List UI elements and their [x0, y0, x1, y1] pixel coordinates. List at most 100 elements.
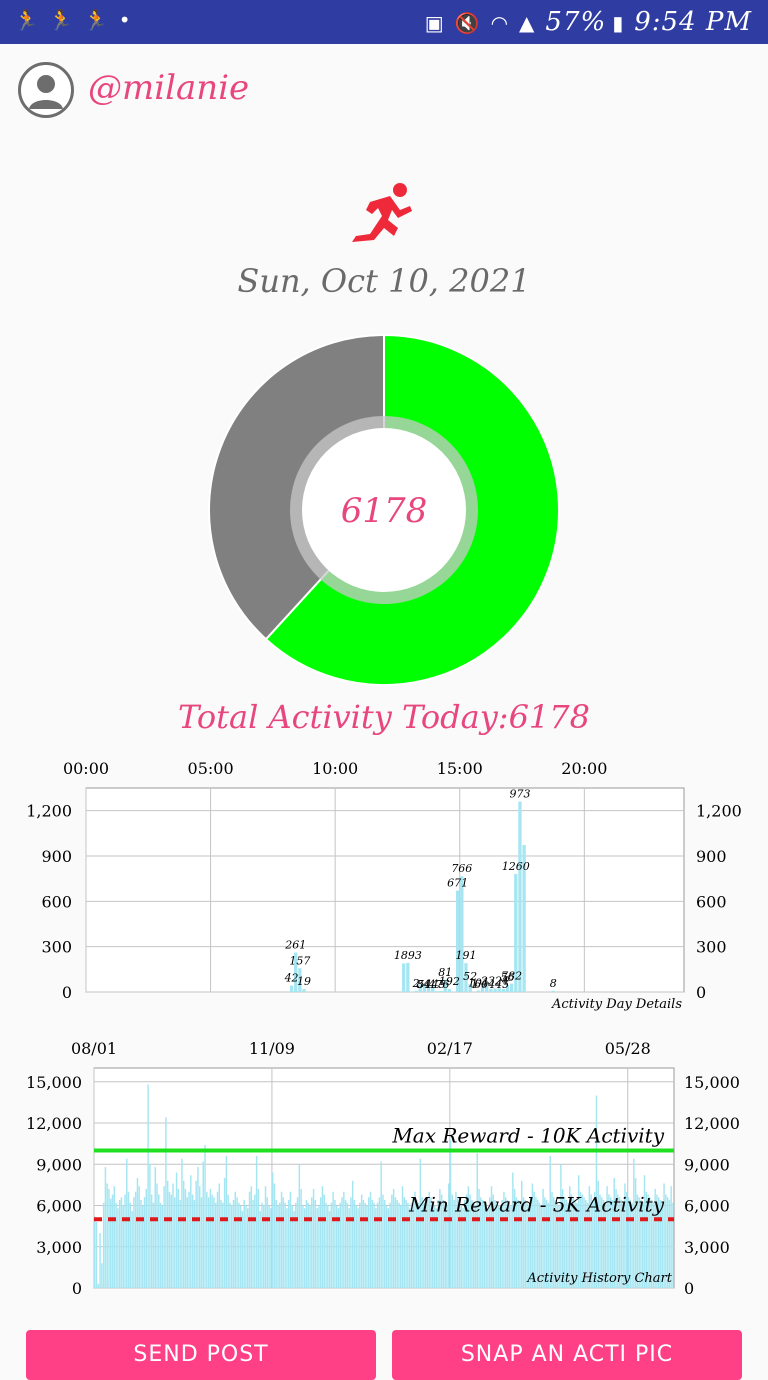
- bar: [306, 1200, 307, 1288]
- y-tick-label-right: 300: [696, 938, 727, 957]
- bar: [115, 1203, 116, 1288]
- bar: [117, 1208, 118, 1288]
- bar-data-label: 782: [501, 970, 522, 983]
- bar: [327, 1206, 328, 1289]
- bar: [233, 1200, 234, 1288]
- bar: [359, 1203, 360, 1288]
- bar: [284, 1203, 285, 1288]
- battery-icon: ▮: [612, 11, 624, 35]
- bar: [281, 1192, 282, 1288]
- bar: [275, 1200, 276, 1288]
- notification-icons: 🏃🏃🏃•: [14, 8, 141, 32]
- bar: [380, 1162, 381, 1289]
- min-reward-label: Min Reward - 5K Activity: [408, 1192, 665, 1216]
- bar: [270, 1208, 271, 1288]
- dot-icon: •: [119, 8, 131, 32]
- bar: [357, 1208, 358, 1288]
- bar: [199, 1186, 200, 1288]
- bar: [245, 1206, 246, 1289]
- bar: [210, 1189, 211, 1288]
- avatar[interactable]: [18, 62, 74, 118]
- snap-pic-button[interactable]: SNAP AN ACTI PIC: [392, 1330, 742, 1380]
- bar: [204, 1145, 205, 1288]
- chart-annotation: Activity Day Details: [551, 997, 682, 1012]
- status-bar: 🏃🏃🏃• ▣🔇◠▲57%▮9:54 PM: [0, 0, 768, 44]
- bar: [393, 1189, 394, 1288]
- bar: [114, 1186, 115, 1288]
- bar: [302, 1206, 303, 1289]
- bar: [144, 1197, 145, 1288]
- bar: [368, 1197, 369, 1288]
- bar: [279, 1203, 280, 1288]
- bar: [347, 1203, 348, 1288]
- bar: [400, 1206, 401, 1289]
- bar: [187, 1197, 188, 1288]
- send-post-button[interactable]: SEND POST: [26, 1330, 376, 1380]
- bar: [331, 1203, 332, 1288]
- bar: [377, 1203, 378, 1288]
- bar: [130, 1203, 131, 1288]
- x-tick-label: 20:00: [561, 759, 607, 778]
- bar: [254, 1195, 255, 1289]
- bar: [302, 989, 305, 992]
- bar: [165, 1118, 166, 1289]
- runner-notification-icon: 🏃: [14, 8, 39, 32]
- bar: [126, 1159, 127, 1288]
- bar: [235, 1192, 236, 1288]
- donut-center-value: 6178: [341, 491, 428, 531]
- plot-area: [86, 788, 684, 992]
- bar: [195, 1181, 196, 1288]
- bar: [154, 1167, 155, 1288]
- bar: [370, 1192, 371, 1288]
- bar: [138, 1186, 139, 1288]
- bar: [316, 1208, 317, 1288]
- bar: [329, 1211, 330, 1288]
- bar-data-label: 766: [451, 862, 472, 875]
- bar: [105, 1167, 106, 1288]
- y-tick-label-right: 900: [696, 847, 727, 866]
- bar: [146, 1189, 147, 1288]
- y-tick-label-left: 6,000: [36, 1197, 82, 1216]
- bar: [131, 1211, 132, 1288]
- bar: [265, 1186, 266, 1288]
- bar-data-label: 1893: [394, 949, 422, 962]
- bar: [435, 991, 438, 992]
- bar: [252, 1200, 253, 1288]
- bar: [405, 1200, 406, 1288]
- bar-data-label: 8: [550, 977, 557, 990]
- bar-data-label: 157: [289, 954, 310, 967]
- clock: 9:54 PM: [634, 7, 752, 37]
- bar: [151, 1195, 152, 1289]
- bar: [213, 1197, 214, 1288]
- y-tick-label-right: 600: [696, 892, 727, 911]
- bar: [215, 1203, 216, 1288]
- max-reward-label: Max Reward - 10K Activity: [391, 1124, 664, 1148]
- activity-history-chart-svg: 08/0111/0902/1705/2809/05003,0003,0006,0…: [0, 1034, 768, 1296]
- bar-data-label: 19: [297, 975, 311, 988]
- bar: [156, 1184, 157, 1289]
- bar: [288, 1200, 289, 1288]
- bar: [307, 1203, 308, 1288]
- bar: [300, 1189, 301, 1288]
- bar: [391, 1195, 392, 1289]
- activity-donut-chart: 6178: [208, 334, 560, 686]
- y-tick-label-left: 300: [41, 938, 72, 957]
- bar: [106, 1184, 107, 1289]
- y-tick-label-left: 15,000: [26, 1073, 82, 1092]
- bar: [211, 1195, 212, 1289]
- bar: [354, 1200, 355, 1288]
- bar: [324, 1195, 325, 1289]
- bar: [140, 1200, 141, 1288]
- bar: [325, 1203, 326, 1288]
- y-tick-label-left: 0: [72, 1279, 82, 1296]
- y-tick-label-right: 3,000: [684, 1238, 730, 1257]
- username[interactable]: @milanie: [88, 68, 249, 108]
- bar: [227, 1195, 228, 1289]
- bar: [108, 1189, 109, 1288]
- bar: [236, 1197, 237, 1288]
- bar: [224, 1178, 225, 1288]
- bar: [386, 1206, 387, 1289]
- bar: [249, 1192, 250, 1288]
- bar: [243, 1200, 244, 1288]
